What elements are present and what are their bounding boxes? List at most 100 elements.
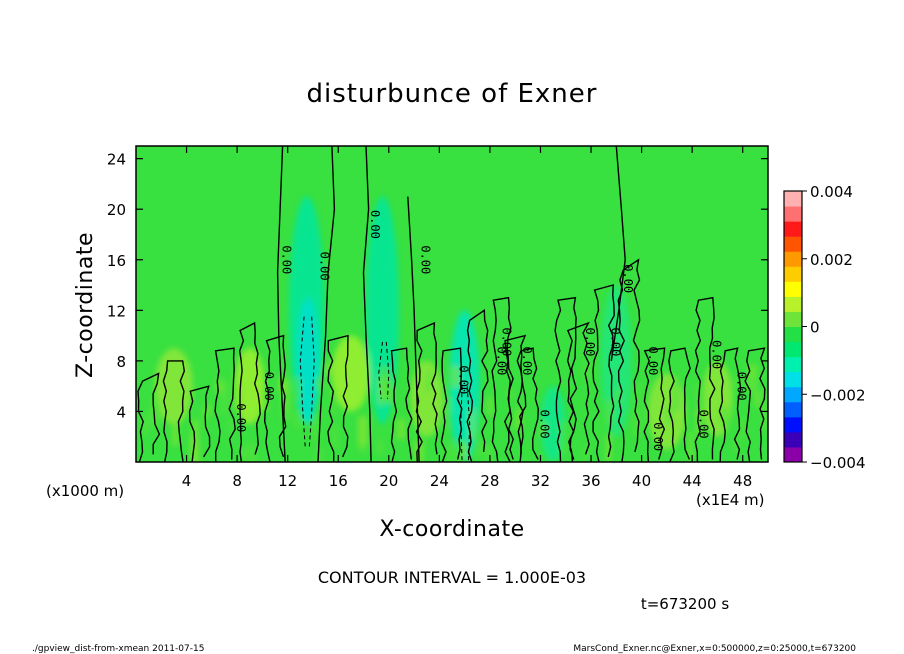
contour-label: 0.00 xyxy=(495,346,509,375)
contour-line xyxy=(566,321,590,462)
contour-line xyxy=(263,334,287,462)
y-tick-label: 4 xyxy=(116,403,126,421)
contour-label: 0.00 xyxy=(538,410,552,439)
colorbar-swatch xyxy=(784,281,802,297)
contour-line-negative xyxy=(385,341,390,399)
contour-line xyxy=(668,347,691,462)
contour-label: 0.00 xyxy=(697,410,711,439)
contour-line-negative xyxy=(299,316,306,450)
heatmap-cell xyxy=(486,444,493,462)
heatmap-cell xyxy=(605,400,613,424)
colorbar-swatch xyxy=(784,296,802,312)
heatmap-cell xyxy=(477,442,485,456)
y-tick-label: 8 xyxy=(116,353,126,371)
heatmap-cell xyxy=(358,416,369,445)
contour-label: 0.00 xyxy=(651,422,665,451)
colorbar-tick-label: 0.002 xyxy=(810,251,853,269)
contour-label: 0.00 xyxy=(735,372,749,401)
colorbar-swatch xyxy=(784,311,802,327)
colorbar xyxy=(783,190,803,463)
contour-interval-text: CONTOUR INTERVAL = 1.000E-03 xyxy=(318,568,586,587)
colorbar-swatch xyxy=(784,341,802,358)
colorbar-swatch xyxy=(784,266,802,282)
heatmap-cell xyxy=(171,424,179,446)
heatmap-cell xyxy=(188,440,194,458)
heatmap-cell xyxy=(584,361,592,380)
contour-line xyxy=(214,347,236,462)
contour-label: 0.00 xyxy=(368,210,382,239)
heatmap-cell xyxy=(448,442,454,462)
heatmap-cell xyxy=(733,375,741,388)
colorbar-swatch xyxy=(784,236,802,252)
heatmap-cell xyxy=(174,381,182,404)
heatmap-cell xyxy=(635,384,642,408)
colorbar-swatch xyxy=(784,326,802,343)
heatmap-cell xyxy=(427,370,432,392)
heatmap-cell xyxy=(515,407,522,430)
x-tick-label: 40 xyxy=(632,472,651,490)
contour-line xyxy=(694,296,716,462)
heatmap-cell xyxy=(228,417,234,435)
contour-line xyxy=(276,146,286,462)
y-axis: 4 8 12 16 20 24 xyxy=(107,151,768,421)
contour-line xyxy=(610,146,626,362)
heatmap-cell xyxy=(294,377,301,402)
heatmap-cell xyxy=(294,411,302,429)
heatmap-cell xyxy=(698,387,706,414)
colorbar-swatch xyxy=(784,431,802,448)
heatmap-cell xyxy=(240,446,248,459)
contour-line-negative xyxy=(308,316,315,450)
x-tick-label: 4 xyxy=(182,472,192,490)
contour-line-negative xyxy=(460,386,463,462)
x-axis: 4 8 12 16 20 24 28 32 36 40 44 48 xyxy=(182,146,752,490)
heatmap-cell xyxy=(376,438,384,455)
contour-line xyxy=(617,258,641,462)
heatmap-cell xyxy=(762,406,768,430)
heatmap-cell xyxy=(456,439,466,462)
x-tick-label: 32 xyxy=(531,472,550,490)
colorbar-tick-label: −0.004 xyxy=(810,454,866,472)
time-label: t=673200 s xyxy=(641,595,729,613)
heatmap-cell xyxy=(421,381,428,412)
heatmap-cell xyxy=(605,435,612,462)
y-tick-label: 24 xyxy=(107,151,126,169)
contour-line xyxy=(188,385,211,462)
heatmap-cell xyxy=(281,391,291,423)
contour-line xyxy=(592,284,615,462)
heatmap-cell xyxy=(739,418,747,439)
heatmap-cell xyxy=(396,419,406,440)
contour-line xyxy=(238,321,261,462)
x-tick-label: 48 xyxy=(733,472,752,490)
heatmap-cell xyxy=(688,432,693,461)
x-axis-label: X-coordinate xyxy=(379,517,524,542)
y-unit-label: (x1000 m) xyxy=(46,482,124,500)
contour-label: 0.00 xyxy=(583,327,597,356)
heatmap-cell xyxy=(331,392,337,417)
heatmap-cell xyxy=(746,376,757,392)
contour-line xyxy=(504,334,527,462)
heatmap-cell xyxy=(560,421,566,454)
contour-label: 0.00 xyxy=(621,264,635,293)
plot-frame xyxy=(135,145,769,463)
heatmap-blob xyxy=(540,386,566,462)
contour-label: 0.00 xyxy=(419,245,433,274)
colorbar-swatch xyxy=(784,191,802,207)
contour-line-negative xyxy=(378,341,383,399)
colorbar-labels: 0.004 0.002 0 −0.002 −0.004 xyxy=(802,183,866,472)
colorbar-swatch xyxy=(784,251,802,267)
colorbar-swatch xyxy=(784,446,802,463)
heatmap-blob xyxy=(331,335,370,412)
heatmap-cell xyxy=(154,402,161,425)
heatmap-cell xyxy=(509,416,517,429)
heatmap-cell xyxy=(665,406,673,423)
heatmap-cell xyxy=(331,425,339,448)
heatmap-cell xyxy=(732,438,739,451)
heatmap-blob xyxy=(296,297,320,425)
contour-line xyxy=(362,146,372,462)
contour-line xyxy=(440,347,463,462)
y-tick-label: 20 xyxy=(107,201,126,219)
contour-labels: 0.000.000.00 0.000.000.000.000.000.000.00… xyxy=(234,210,749,451)
contour-line xyxy=(643,347,666,462)
colorbar-tick-label: 0.004 xyxy=(810,183,853,201)
